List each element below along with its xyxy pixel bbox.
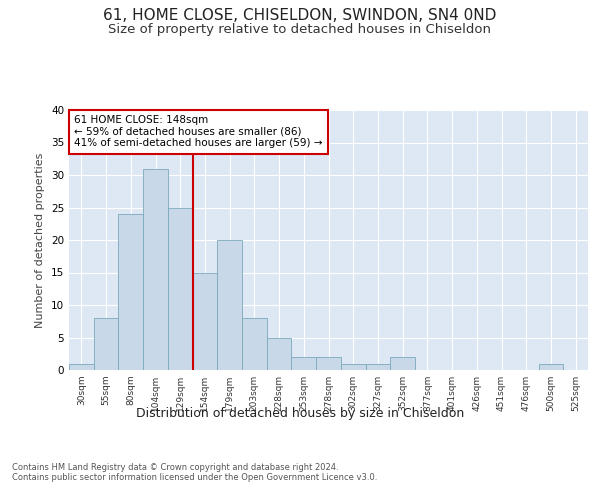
Bar [217,240,242,370]
Bar [143,168,168,370]
Text: Contains HM Land Registry data © Crown copyright and database right 2024.
Contai: Contains HM Land Registry data © Crown c… [12,462,377,482]
Bar [242,318,267,370]
Text: 61, HOME CLOSE, CHISELDON, SWINDON, SN4 0ND: 61, HOME CLOSE, CHISELDON, SWINDON, SN4 … [103,8,497,22]
Bar [69,364,94,370]
Text: 61 HOME CLOSE: 148sqm
← 59% of detached houses are smaller (86)
41% of semi-deta: 61 HOME CLOSE: 148sqm ← 59% of detached … [74,115,323,148]
Y-axis label: Number of detached properties: Number of detached properties [35,152,46,328]
Bar [365,364,390,370]
Bar [267,338,292,370]
Bar [94,318,118,370]
Bar [341,364,365,370]
Bar [118,214,143,370]
Bar [390,357,415,370]
Bar [539,364,563,370]
Text: Distribution of detached houses by size in Chiseldon: Distribution of detached houses by size … [136,408,464,420]
Bar [193,272,217,370]
Bar [316,357,341,370]
Bar [168,208,193,370]
Bar [292,357,316,370]
Text: Size of property relative to detached houses in Chiseldon: Size of property relative to detached ho… [109,22,491,36]
